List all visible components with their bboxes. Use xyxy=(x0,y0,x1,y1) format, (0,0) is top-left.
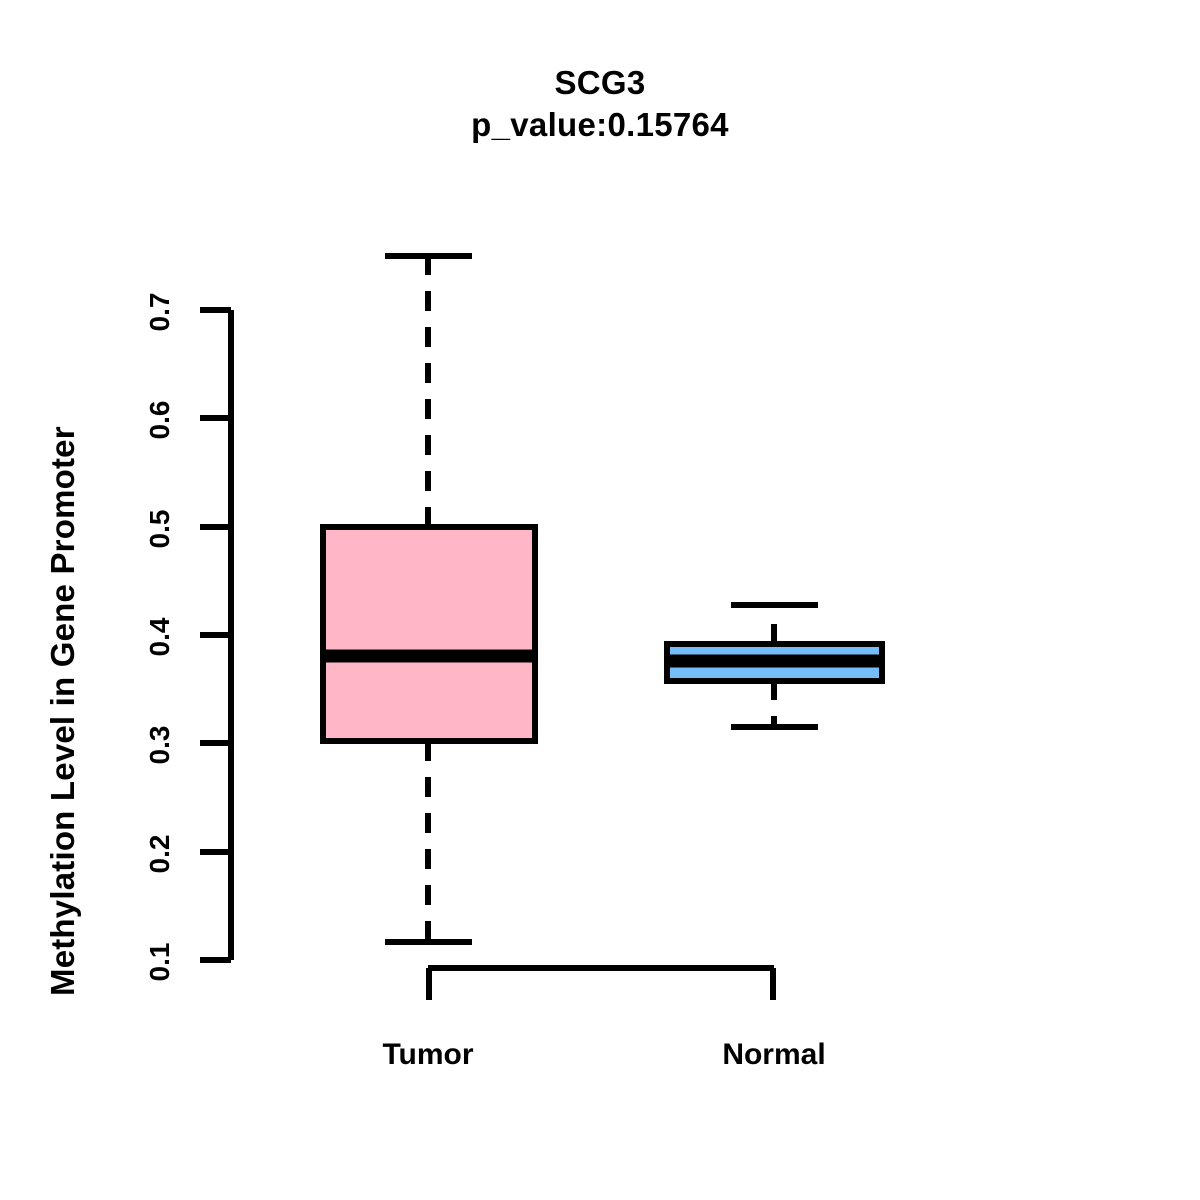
x-tick-label-tumor: Tumor xyxy=(382,1038,474,1071)
box-tumor xyxy=(320,253,538,945)
chart-title-block: SCG3 p_value:0.15764 xyxy=(0,62,1200,146)
box-body-tumor xyxy=(320,524,538,744)
x-tick-label-normal: Normal xyxy=(722,1038,826,1071)
box-normal xyxy=(664,602,885,730)
y-axis xyxy=(200,307,234,963)
x-axis xyxy=(426,965,776,1000)
chart-subtitle: p_value:0.15764 xyxy=(471,106,729,144)
page-title: SCG3 xyxy=(554,64,646,101)
